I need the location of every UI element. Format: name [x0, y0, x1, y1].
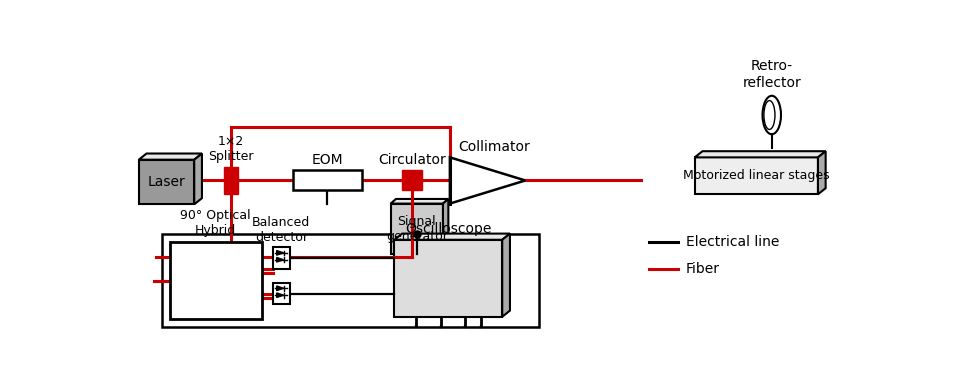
Polygon shape [276, 251, 283, 255]
Text: 1×2
Splitter: 1×2 Splitter [209, 135, 254, 163]
Polygon shape [503, 234, 510, 317]
Bar [139, 160, 194, 204]
Polygon shape [139, 154, 202, 160]
Text: Retro-
reflector: Retro- reflector [743, 59, 801, 90]
Polygon shape [450, 157, 525, 203]
Text: 90° Optical
Hybrid: 90° Optical Hybrid [180, 210, 251, 237]
Bar [402, 170, 422, 190]
Bar [162, 234, 539, 327]
Text: Laser: Laser [148, 175, 185, 189]
Text: Oscilloscope: Oscilloscope [405, 222, 492, 236]
Polygon shape [276, 258, 283, 262]
Bar [395, 240, 503, 317]
Polygon shape [818, 151, 826, 194]
Text: Fiber: Fiber [686, 262, 719, 276]
Text: Motorized linear stages: Motorized linear stages [683, 169, 830, 182]
Text: Circulator: Circulator [378, 153, 446, 166]
Polygon shape [695, 151, 826, 157]
Polygon shape [276, 293, 283, 298]
Text: Balanced
detector: Balanced detector [252, 216, 311, 243]
Polygon shape [443, 199, 449, 254]
Ellipse shape [762, 96, 781, 134]
Bar [224, 167, 238, 194]
Bar [272, 248, 290, 269]
Text: EOM: EOM [312, 153, 343, 166]
Polygon shape [276, 286, 283, 291]
Bar [695, 157, 818, 194]
Polygon shape [395, 234, 510, 240]
Bar [170, 242, 262, 319]
Bar [391, 203, 443, 254]
Text: Electrical line: Electrical line [686, 235, 779, 249]
Bar [293, 170, 363, 190]
Polygon shape [194, 154, 202, 204]
Polygon shape [391, 199, 449, 203]
Text: Signal
generator: Signal generator [386, 215, 448, 243]
Bar [272, 283, 290, 304]
Text: Collimator: Collimator [459, 139, 530, 154]
